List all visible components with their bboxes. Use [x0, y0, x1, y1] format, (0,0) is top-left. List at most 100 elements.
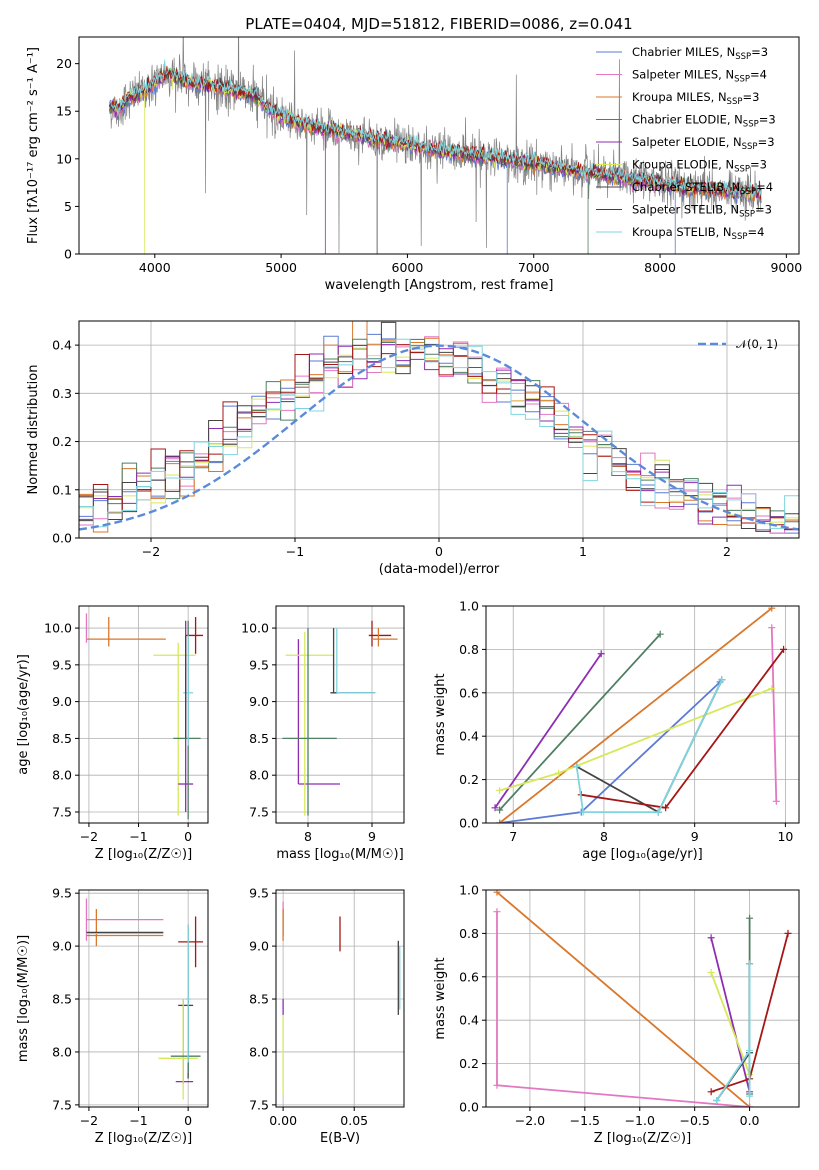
residuals-ylabel: Normed distribution	[26, 365, 41, 495]
legend-label-5: Kroupa ELODIE, NSSP=3	[632, 158, 767, 175]
age-vs-Z-ytick-label: 9.0	[52, 694, 72, 709]
spectrum-plot-area	[108, 37, 762, 254]
mass-vs-Z-xtick-label: 0	[184, 1113, 192, 1128]
residuals-ytick-label: 0.2	[52, 434, 72, 449]
age-vs-Z-ytick-label: 8.0	[52, 768, 72, 783]
residuals-xtick-label: 2	[723, 544, 731, 559]
mass-vs-ebv-ytick-label: 9.0	[249, 939, 269, 954]
spectrum-ytick-label: 15	[56, 104, 72, 119]
weight-vs-age-ytick-label: 0.2	[459, 772, 479, 787]
weight-vs-age-panel: 7 8 9 10 0.0 0.2 0.4 0.6 0.8 1.0 age [log₁₀(age/yr…	[433, 599, 800, 862]
mass-vs-ebv-plot-area	[282, 901, 401, 1095]
mass-vs-ebv-xtick-label: 0.05	[340, 1113, 368, 1128]
weight-vs-age-ytick-label: 0.8	[459, 642, 479, 657]
weight-vs-age-xlabel: age [log₁₀(age/yr)]	[582, 847, 703, 862]
residuals-xlabel: (data-model)/error	[379, 562, 500, 577]
age-vs-mass-ytick-label: 8.0	[249, 768, 269, 783]
mass-vs-Z-xtick-label: −1	[129, 1113, 147, 1128]
legend-label-6: Chabrier STELIB, NSSP=4	[632, 180, 773, 197]
weight-vs-age-xtick-label: 9	[691, 829, 699, 844]
age-vs-Z-xtick-label: −2	[80, 829, 98, 844]
weight-vs-Z-series-3	[710, 972, 751, 1075]
residuals-frame	[78, 320, 800, 539]
age-vs-Z-ytick-label: 10.0	[44, 621, 72, 636]
weight-vs-Z-point	[493, 908, 501, 916]
weight-vs-age-ylabel: mass weight	[433, 673, 448, 755]
weight-vs-age-xtick-label: 10	[777, 829, 793, 844]
age-vs-Z-ytick-label: 7.5	[52, 804, 72, 819]
spectrum-ytick-label: 10	[56, 151, 72, 166]
age-vs-mass-ytick-label: 7.5	[249, 804, 269, 819]
weight-vs-age-point	[718, 676, 726, 684]
weight-vs-Z-point	[493, 1081, 501, 1089]
weight-vs-Z-frame	[485, 889, 800, 1108]
age-vs-mass-ytick-label: 10.0	[241, 621, 269, 636]
weight-vs-Z-point	[784, 929, 792, 937]
weight-vs-age-series-4	[494, 653, 602, 809]
weight-vs-Z-point	[746, 1103, 754, 1107]
legend-label-normal: 𝒩(0, 1)	[736, 337, 778, 351]
weight-vs-age-series-5	[499, 687, 773, 792]
weight-vs-Z-point	[707, 1088, 715, 1096]
residuals-xtick-label: 0	[435, 544, 443, 559]
weight-vs-age-point	[579, 808, 587, 816]
weight-vs-age-point	[654, 808, 662, 816]
weight-vs-metallicity-panel: −2.0 −1.5 −1.0 −0.5 0.0 0.0 0.2 0.4 0.6 0.8 1.0 Z […	[433, 883, 800, 1146]
mass-vs-Z-frame	[78, 889, 209, 1108]
weight-vs-Z-point	[713, 1096, 721, 1104]
weight-vs-age-series-2	[499, 607, 773, 823]
age-vs-Z-xtick-label: −1	[129, 829, 147, 844]
weight-vs-age-point	[496, 786, 504, 794]
weight-vs-age-series-8	[575, 679, 723, 813]
residual-histogram-7	[79, 344, 799, 532]
mass-vs-ebv-frame	[275, 889, 405, 1108]
age-vs-mass-ytick-label: 9.5	[249, 657, 269, 672]
age-vs-Z-ytick-label: 8.5	[52, 731, 72, 746]
age-vs-mass-frame	[275, 605, 405, 824]
residuals-plot-area	[79, 321, 799, 534]
residuals-xtick-label: 1	[579, 544, 587, 559]
weight-vs-age-ytick-label: 0.4	[459, 729, 479, 744]
weight-vs-Z-ytick-label: 1.0	[459, 883, 479, 898]
legend-label-2: Kroupa MILES, NSSP=3	[632, 90, 759, 107]
weight-vs-age-ytick-label: 1.0	[459, 599, 479, 614]
mass-vs-ebv-ytick-label: 8.0	[249, 1044, 269, 1059]
spectrum-xtick-label: 4000	[139, 260, 171, 275]
figure-title: PLATE=0404, MJD=51812, FIBERID=0086, z=0…	[245, 15, 632, 33]
residual-histogram-8	[79, 338, 799, 529]
weight-vs-Z-ytick-label: 0.0	[459, 1100, 479, 1115]
weight-vs-Z-point	[746, 960, 754, 968]
weight-vs-age-xtick-label: 7	[509, 829, 517, 844]
legend-label-0: Chabrier MILES, NSSP=3	[632, 45, 768, 62]
mass-vs-Z-xtick-label: −2	[80, 1113, 98, 1128]
weight-vs-age-point	[496, 806, 504, 814]
weight-vs-Z-ytick-label: 0.4	[459, 1013, 479, 1028]
weight-vs-age-point	[496, 819, 504, 823]
weight-vs-Z-xtick-label: −0.5	[679, 1113, 709, 1128]
spectrum-ylabel: Flux [fλ10⁻¹⁷ erg cm⁻² s⁻¹ A⁻¹]	[26, 47, 41, 244]
weight-vs-Z-point	[746, 1092, 754, 1100]
weight-vs-Z-ytick-label: 0.2	[459, 1056, 479, 1071]
mass-vs-Z-xlabel: Z [log₁₀(Z/Z☉)]	[95, 1131, 192, 1146]
weight-vs-age-point	[768, 684, 776, 692]
mass-vs-Z-ytick-label: 7.5	[52, 1097, 72, 1112]
model-spectrum-7	[108, 65, 762, 200]
mass-vs-ebv-ytick-label: 9.5	[249, 886, 269, 901]
age-vs-Z-ylabel: age [log₁₀(age/yr)]	[16, 654, 31, 775]
mass-vs-Z-plot-area	[85, 898, 204, 1100]
weight-vs-age-ytick-label: 0.6	[459, 685, 479, 700]
age-vs-metallicity-panel: −2 −1 0 7.5 8.0 8.5 9.0 9.5 10.0 Z [log₁₀(Z/Z☉)] a…	[16, 605, 209, 862]
weight-vs-Z-plot-area	[493, 890, 792, 1107]
weight-vs-age-point	[768, 624, 776, 632]
weight-vs-Z-point	[746, 1047, 754, 1055]
spectrum-xtick-label: 9000	[770, 260, 802, 275]
weight-vs-age-point	[573, 763, 581, 771]
age-vs-mass-xtick-label: 8	[304, 829, 312, 844]
weight-vs-Z-ytick-label: 0.8	[459, 926, 479, 941]
age-vs-Z-frame	[78, 605, 209, 824]
weight-vs-Z-xtick-label: 0.0	[740, 1113, 760, 1128]
residuals-xtick-label: −1	[286, 544, 304, 559]
age-vs-mass-xtick-label: 9	[368, 829, 376, 844]
weight-vs-Z-point	[493, 890, 501, 896]
weight-vs-Z-series-0	[496, 891, 751, 1107]
